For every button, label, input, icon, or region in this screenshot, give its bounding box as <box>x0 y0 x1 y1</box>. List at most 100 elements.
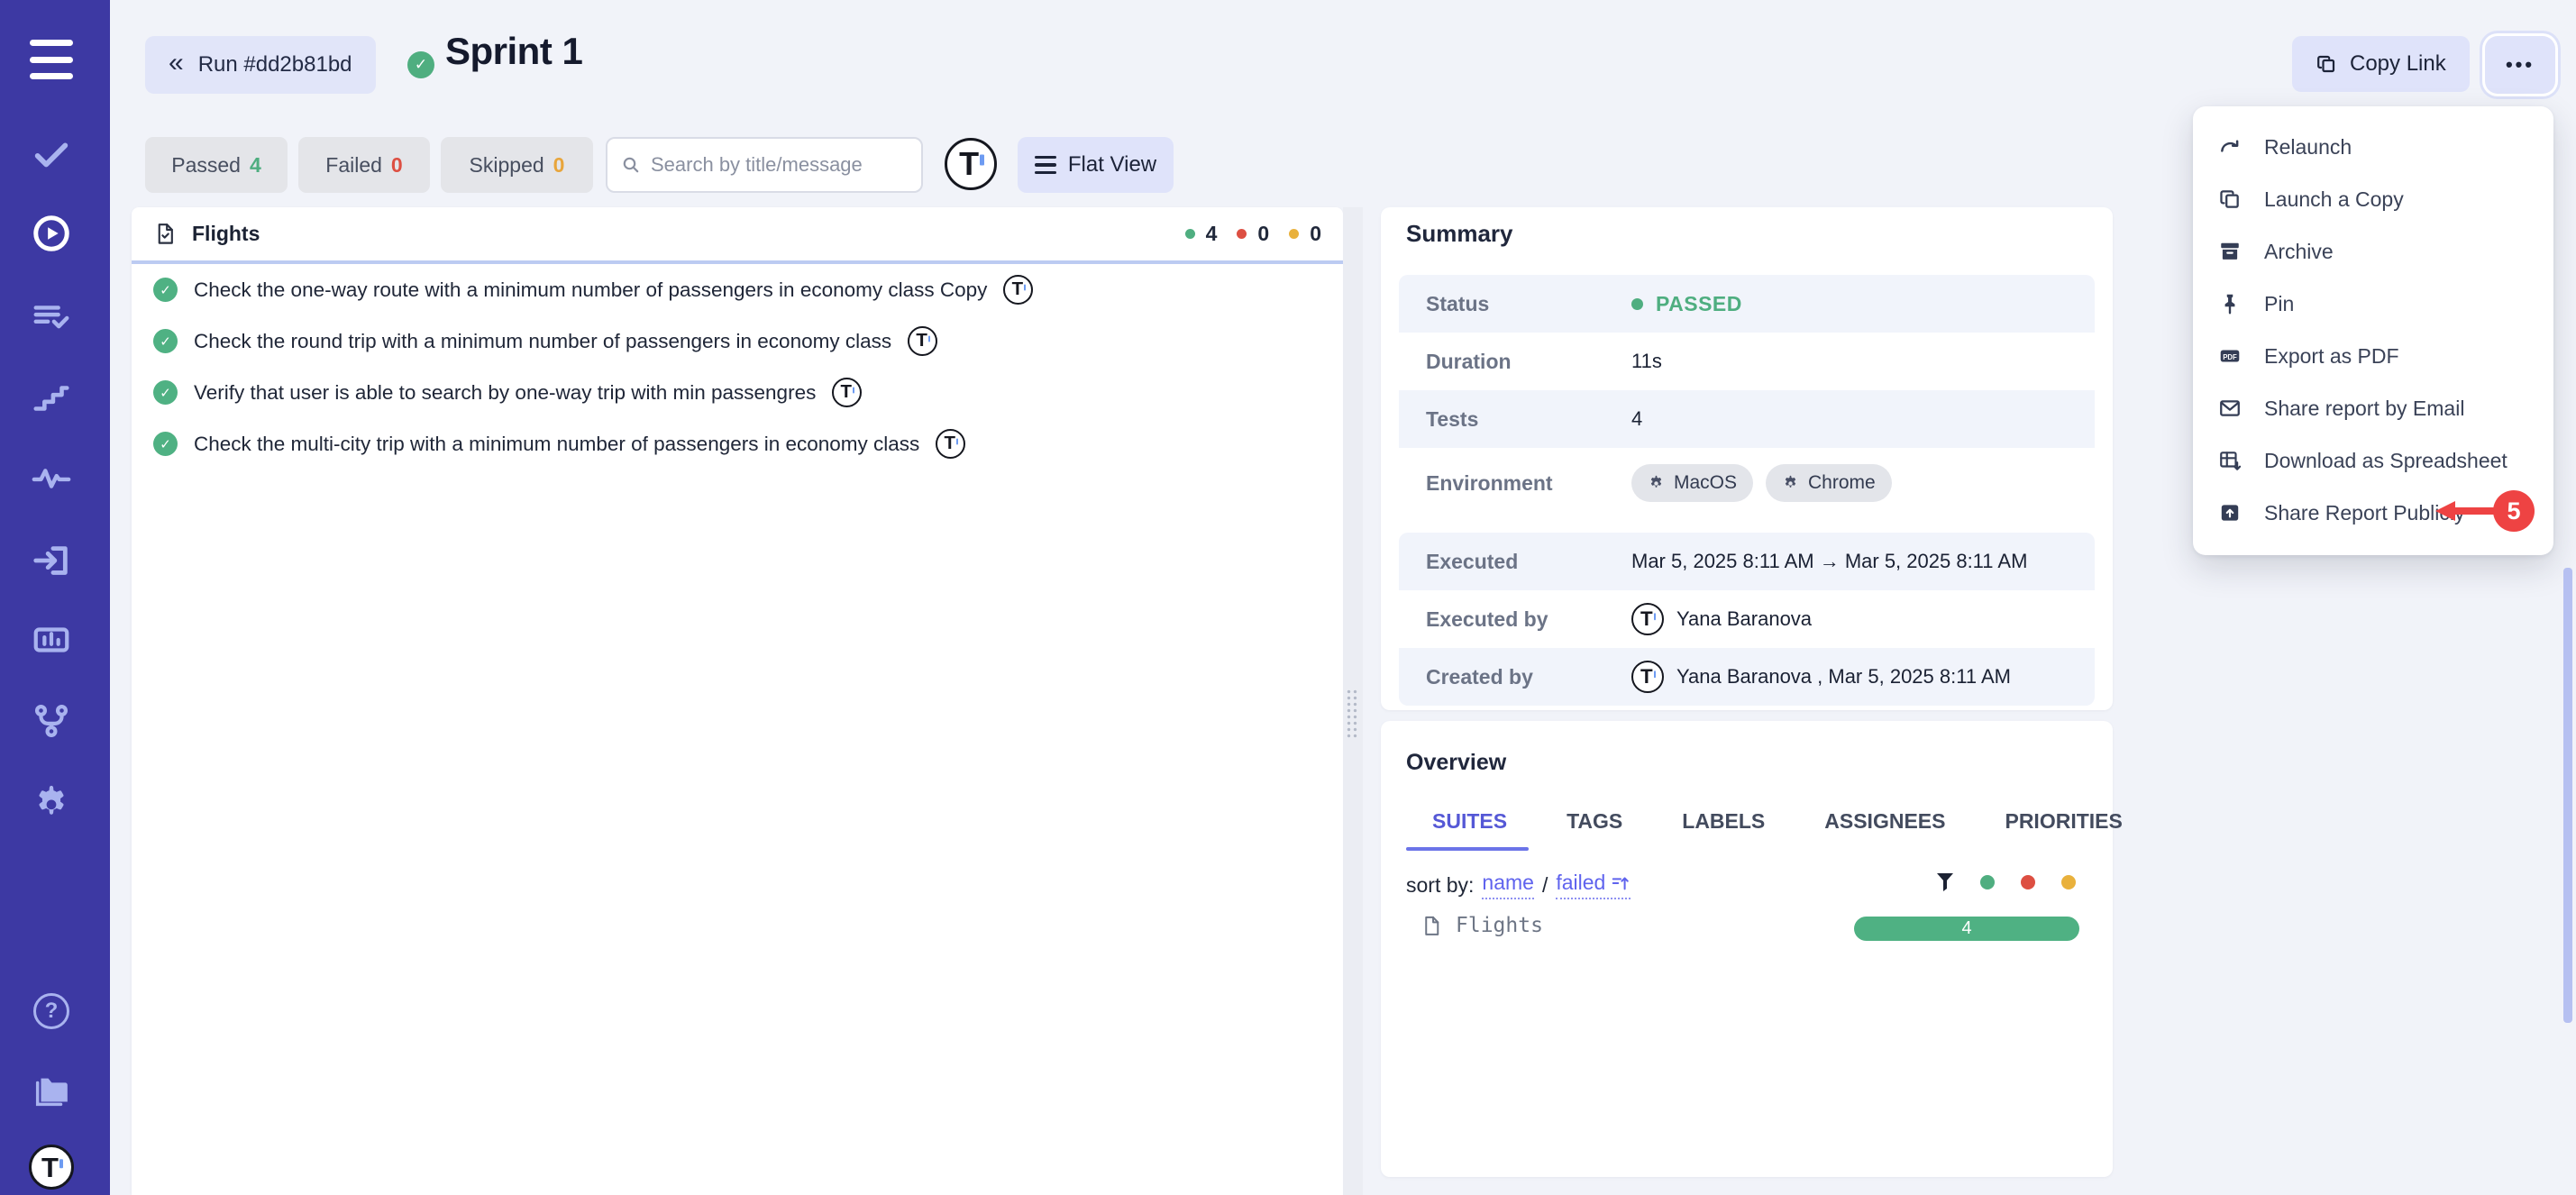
passed-filter-dot[interactable] <box>1980 875 1995 889</box>
menu-item-export-pdf[interactable]: PDF Export as PDF <box>2193 330 2553 382</box>
sort-separator: / <box>1541 872 1548 897</box>
user-avatar <box>1631 603 1664 635</box>
back-to-run-button[interactable]: « Run #dd2b81bd <box>145 36 376 94</box>
test-row[interactable]: ✓ Check the one-way route with a minimum… <box>132 264 1343 315</box>
panel-resize-divider[interactable] <box>1343 207 1363 1195</box>
svg-text:PDF: PDF <box>2223 353 2237 361</box>
executed-by-value: Yana Baranova <box>1676 607 1813 630</box>
suite-header[interactable]: Flights 4 0 0 <box>132 207 1343 260</box>
run-passed-status-icon: ✓ <box>407 51 434 78</box>
summary-heading: Summary <box>1406 220 1513 247</box>
filter-skipped-button[interactable]: Skipped 0 <box>441 137 593 193</box>
menu-item-download-spreadsheet[interactable]: Download as Spreadsheet <box>2193 434 2553 487</box>
page-title: Sprint 1 <box>445 30 583 72</box>
test-title: Check the round trip with a minimum numb… <box>194 329 892 352</box>
search-field[interactable] <box>606 137 923 193</box>
failed-label: Failed <box>325 152 382 177</box>
suite-progress-underline <box>132 260 1343 264</box>
suite-counts: 4 0 0 <box>1184 222 1321 246</box>
tab-suites[interactable]: SUITES <box>1432 809 1508 833</box>
sort-ascending-icon <box>1612 876 1630 889</box>
projects-folder-icon[interactable] <box>31 1071 72 1112</box>
menu-label: Download as Spreadsheet <box>2264 448 2507 472</box>
menu-item-share-email[interactable]: Share report by Email <box>2193 382 2553 434</box>
import-icon[interactable] <box>31 540 72 581</box>
filter-passed-button[interactable]: Passed 4 <box>145 137 288 193</box>
settings-gear-icon[interactable] <box>31 784 72 826</box>
annotation-step-badge: 5 <box>2493 490 2535 532</box>
menu-label: Launch a Copy <box>2264 187 2404 211</box>
environment-value: Chrome <box>1808 472 1876 493</box>
steps-icon[interactable] <box>31 378 72 419</box>
search-icon <box>620 154 642 176</box>
suite-skipped-count: 0 <box>1310 222 1321 245</box>
menu-item-pin[interactable]: Pin <box>2193 278 2553 330</box>
tab-tags[interactable]: TAGS <box>1567 809 1623 833</box>
test-row[interactable]: ✓ Verify that user is able to search by … <box>132 367 1343 418</box>
assignee-avatar[interactable] <box>1003 275 1034 305</box>
runs-play-icon[interactable] <box>31 213 72 254</box>
gear-icon <box>1650 475 1662 488</box>
failed-filter-dot[interactable] <box>2021 875 2035 889</box>
copy-link-button[interactable]: Copy Link <box>2292 36 2470 92</box>
summary-row-status: Status PASSED <box>1399 275 2095 333</box>
more-actions-button[interactable]: ••• <box>2485 36 2555 94</box>
pulse-icon[interactable] <box>31 457 72 498</box>
annotation-arrowhead-icon <box>2435 501 2455 521</box>
vertical-scrollbar[interactable] <box>2563 568 2572 1023</box>
search-input[interactable] <box>651 153 909 177</box>
document-icon <box>1425 916 1439 935</box>
test-list-panel: Flights 4 0 0 ✓ Check the one-way route … <box>132 207 1343 1195</box>
overview-suite-row[interactable]: Flights <box>1420 914 1543 937</box>
tests-check-icon[interactable] <box>31 133 72 175</box>
tab-labels[interactable]: LABELS <box>1682 809 1766 833</box>
assignee-avatar[interactable] <box>832 378 863 407</box>
active-tab-underline <box>1406 847 1529 851</box>
duration-label: Duration <box>1426 349 1512 373</box>
archive-icon <box>2218 240 2242 263</box>
summary-row-executed: Executed Mar 5, 2025 8:11 AM → Mar 5, 20… <box>1399 533 2095 590</box>
plans-list-check-icon[interactable] <box>31 296 72 338</box>
environment-chip-macos[interactable]: MacOS <box>1631 464 1754 502</box>
tab-priorities[interactable]: PRIORITIES <box>2005 809 2123 833</box>
branches-icon[interactable] <box>31 700 72 742</box>
menu-label: Share Report Publicly <box>2264 500 2465 525</box>
menu-item-archive[interactable]: Archive <box>2193 225 2553 278</box>
summary-table-main: Status PASSED Duration 11s Tests 4 Envir… <box>1399 275 2095 518</box>
failed-count: 0 <box>390 152 403 177</box>
skipped-label: Skipped <box>469 152 544 177</box>
menu-icon[interactable] <box>30 40 73 79</box>
app-logo[interactable] <box>29 1145 74 1190</box>
sort-by-failed-link[interactable]: failed <box>1556 871 1631 899</box>
test-title: Verify that user is able to search by on… <box>194 380 817 404</box>
copy-link-label: Copy Link <box>2350 51 2446 76</box>
overview-status-filters <box>1936 872 2076 892</box>
test-row[interactable]: ✓ Check the round trip with a minimum nu… <box>132 315 1343 367</box>
menu-item-launch-a-copy[interactable]: Launch a Copy <box>2193 173 2553 225</box>
environment-chip-chrome[interactable]: Chrome <box>1766 464 1892 502</box>
sort-controls: sort by: name / failed <box>1406 871 1631 899</box>
copy-icon <box>2218 187 2242 211</box>
assignee-filter-avatar[interactable] <box>945 138 997 190</box>
test-passed-icon: ✓ <box>153 278 178 302</box>
skipped-count: 0 <box>553 152 565 177</box>
summary-table-execution: Executed Mar 5, 2025 8:11 AM → Mar 5, 20… <box>1399 533 2095 706</box>
flat-view-button[interactable]: Flat View <box>1018 137 1174 193</box>
sort-by-name-link[interactable]: name <box>1482 871 1534 899</box>
failed-dot-icon <box>1237 229 1247 239</box>
menu-item-share-publicly[interactable]: Share Report Publicly <box>2193 487 2553 539</box>
annotation-arrow-line <box>2453 507 2495 515</box>
help-icon[interactable]: ? <box>31 990 72 1032</box>
skipped-filter-dot[interactable] <box>2061 875 2076 889</box>
menu-label: Pin <box>2264 291 2295 315</box>
tab-assignees[interactable]: ASSIGNEES <box>1824 809 1946 833</box>
summary-row-executed-by: Executed by Yana Baranova <box>1399 590 2095 648</box>
test-row[interactable]: ✓ Check the multi-city trip with a minim… <box>132 418 1343 470</box>
dashboard-chart-icon[interactable] <box>31 619 72 661</box>
funnel-filter-icon[interactable] <box>1936 872 1954 892</box>
filter-failed-button[interactable]: Failed 0 <box>298 137 430 193</box>
menu-item-relaunch[interactable]: Relaunch <box>2193 121 2553 173</box>
suite-passed-bar[interactable]: 4 <box>1854 917 2079 941</box>
assignee-avatar[interactable] <box>908 326 938 356</box>
assignee-avatar[interactable] <box>936 429 966 459</box>
